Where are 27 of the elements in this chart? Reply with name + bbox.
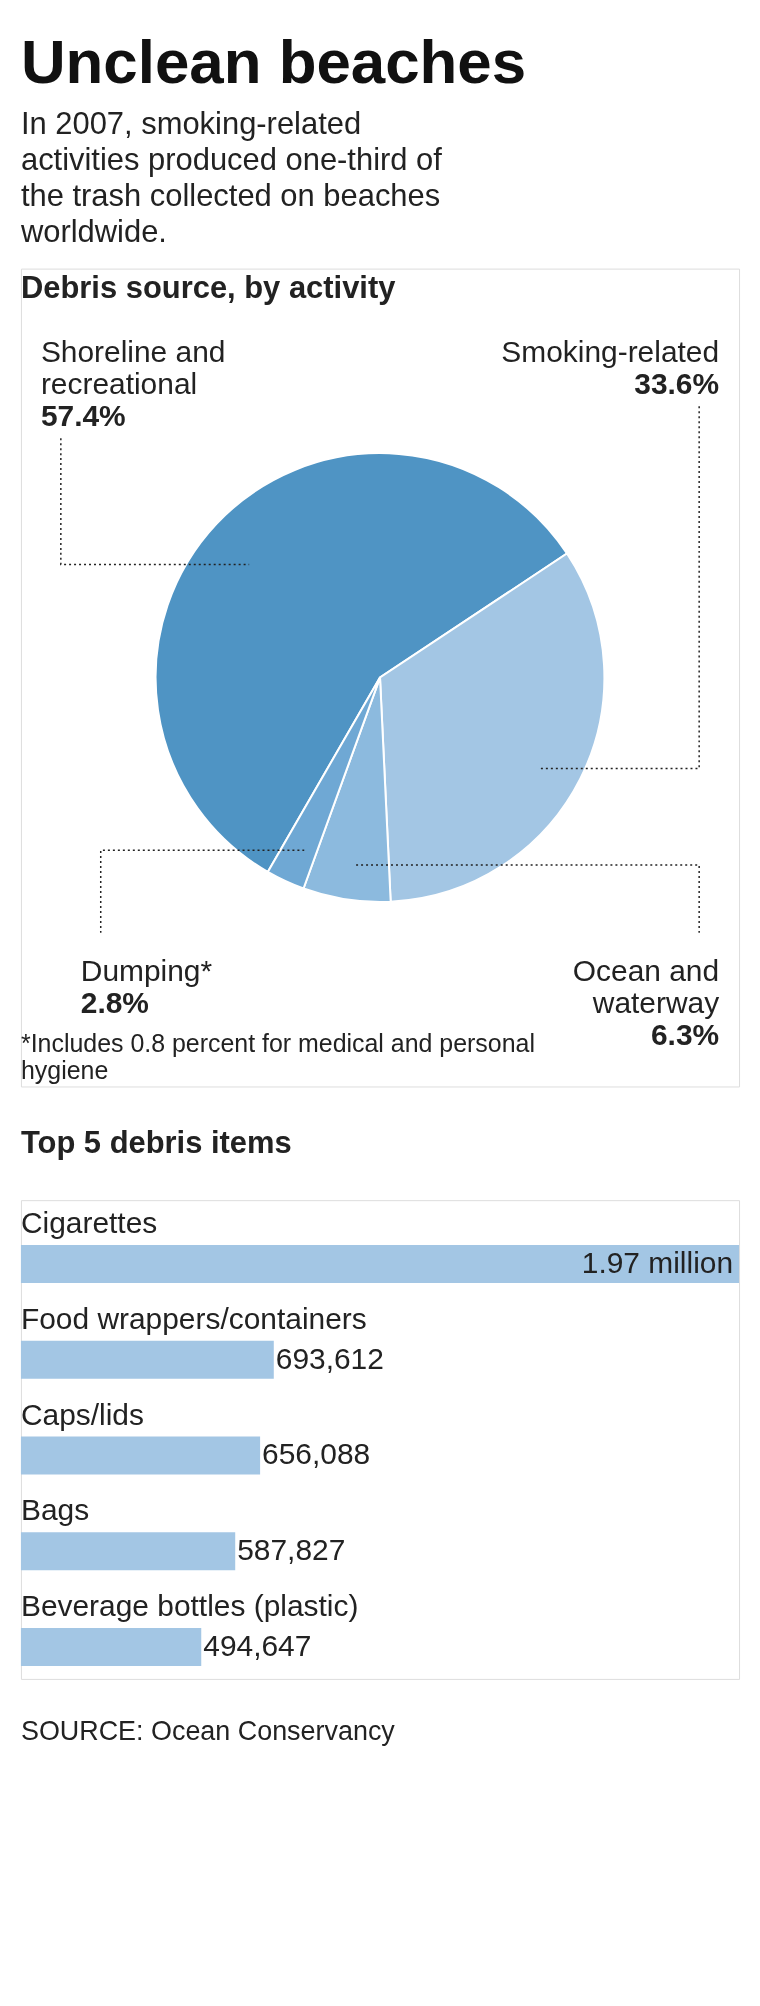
slice-label: Smoking-related [501,335,720,369]
source-note: SOURCE: Ocean Conservancy [20,1715,396,1746]
y-tick-label: Bags [20,1493,90,1527]
y-tick-label: Cigarettes [20,1206,158,1240]
text: *Includes 0.8 percent for medical and personal hygiene [20,1028,535,1085]
data-label: 1.97 million [581,1245,734,1279]
data-label: 656,088 [262,1437,371,1471]
slice-label: Dumping* [80,953,213,987]
bar [20,1340,274,1379]
data-label: 693,612 [275,1341,384,1375]
slice-label: Shoreline and recreational [40,335,226,401]
y-tick-label: Beverage bottles (plastic) [20,1589,359,1623]
data-label: 57.4% [40,399,126,433]
y-tick-label: Food wrappers/containers [20,1301,367,1335]
bar [20,1532,236,1571]
chart-title: Top 5 debris items [20,1125,292,1161]
y-tick-label: Caps/lids [20,1397,144,1431]
data-label: 494,647 [203,1628,312,1662]
legend-title: Debris source, by activity [20,269,397,305]
bar [20,1245,740,1283]
bar [20,1436,261,1475]
chart-subtitle: In 2007, smoking-related activities produced one-third of the trash collected on beaches worldwide. [19,105,443,249]
bar [20,1628,202,1666]
slice-label: Ocean and waterway [572,953,720,1019]
data-label: 33.6% [634,367,720,401]
chart-title: Unclean beaches [20,27,527,97]
data-label: 587,827 [237,1533,346,1567]
